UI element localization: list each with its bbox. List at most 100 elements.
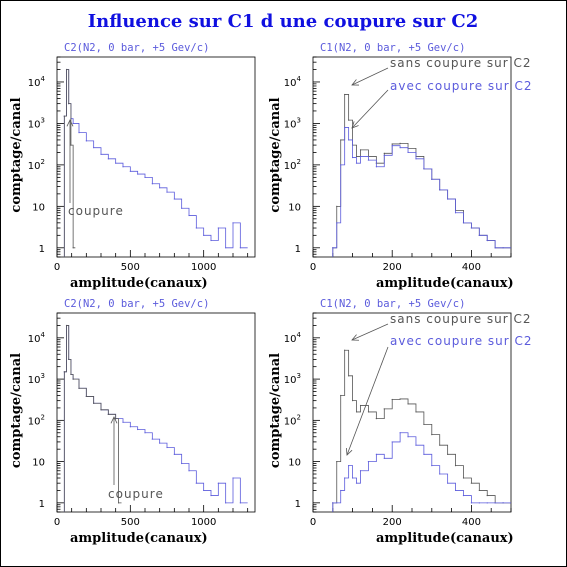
data-point	[225, 502, 227, 504]
data-point	[93, 402, 95, 404]
data-point	[115, 162, 117, 164]
data-point	[415, 158, 417, 160]
data-point	[217, 227, 219, 229]
data-point	[359, 470, 362, 472]
series-line-1	[63, 69, 248, 257]
legend-arrow-2	[351, 89, 389, 129]
data-point	[85, 395, 87, 398]
data-point	[494, 502, 496, 504]
y-axis-label: comptage/canal	[268, 97, 283, 212]
data-point	[383, 457, 385, 459]
data-point	[352, 400, 354, 402]
series-line-2	[332, 432, 511, 512]
data-point	[352, 477, 354, 479]
y-tick-label: 10	[32, 458, 45, 469]
figure-title: Influence sur C1 d une coupure sur C2	[88, 11, 478, 32]
legend-arrow-1	[351, 323, 389, 341]
data-point	[399, 142, 401, 144]
data-point	[359, 404, 362, 407]
data-point	[332, 502, 334, 504]
data-point	[188, 214, 190, 217]
data-point	[144, 432, 146, 434]
data-point	[340, 489, 342, 492]
data-point	[118, 502, 120, 504]
data-point	[478, 502, 480, 504]
data-point	[129, 170, 131, 172]
y-axis-label: comptage/canal	[9, 353, 24, 468]
data-point	[344, 126, 346, 129]
data-point	[447, 482, 449, 484]
y-tick-label: 102	[28, 158, 45, 172]
data-point	[502, 502, 504, 504]
data-point	[494, 247, 496, 249]
data-point	[72, 247, 74, 249]
data-point	[107, 413, 109, 415]
y-tick-label: 1	[39, 499, 45, 510]
data-point	[348, 119, 350, 121]
data-point	[137, 428, 139, 431]
x-tick-label: 0	[54, 517, 60, 528]
data-point	[151, 438, 153, 440]
data-point	[210, 239, 212, 242]
data-point	[70, 373, 72, 375]
data-point	[63, 115, 65, 117]
series-line-2	[332, 127, 511, 257]
y-tick-label: 104	[284, 75, 302, 89]
data-point	[454, 212, 457, 214]
data-point	[129, 426, 131, 428]
data-point	[470, 502, 472, 504]
data-point	[399, 432, 401, 434]
data-point	[415, 411, 417, 413]
data-point	[383, 152, 385, 154]
legend-label-1: sans coupure sur C2	[390, 56, 532, 70]
data-point	[478, 234, 480, 236]
data-point	[355, 482, 358, 484]
panel-title: C1(N2, 0 bar, +5 Gev/c)	[320, 42, 465, 54]
x-axis-label: amplitude(canaux)	[70, 276, 208, 291]
x-axis-label: amplitude(canaux)	[376, 531, 514, 546]
x-tick-label: 200	[383, 262, 402, 273]
y-tick-label: 103	[284, 372, 301, 386]
data-point	[431, 434, 433, 436]
data-point	[391, 143, 393, 145]
panels: C2(N2, 0 bar, +5 Gev/c) 0 500 1000 1 10 102 103…	[9, 42, 533, 546]
data-point	[391, 398, 393, 401]
data-point	[203, 489, 205, 492]
y-tick-label: 104	[284, 331, 302, 345]
data-point	[72, 122, 74, 125]
y-tick-label: 103	[284, 116, 301, 130]
y-tick-label: 102	[28, 413, 45, 427]
legend-label-2: avec coupure sur C2	[390, 79, 533, 93]
data-point	[340, 394, 342, 397]
data-point	[344, 349, 346, 351]
data-point	[217, 482, 219, 484]
x-axis-label: amplitude(canaux)	[376, 276, 514, 291]
legend-arrow-2-head	[345, 447, 353, 456]
data-point	[344, 477, 346, 479]
data-point	[239, 502, 241, 504]
x-tick-label: 1000	[191, 262, 216, 273]
data-point	[355, 162, 358, 164]
data-point	[423, 423, 425, 425]
data-point	[355, 155, 358, 158]
data-point	[93, 147, 95, 149]
coupure-label: coupure	[108, 487, 164, 501]
data-point	[367, 411, 370, 413]
data-point	[486, 239, 488, 242]
x-tick-label: 400	[462, 262, 481, 273]
y-tick-label: 103	[28, 372, 45, 386]
y-tick-label: 10	[32, 202, 45, 213]
series-line-2	[63, 325, 122, 512]
panel-title: C1(N2, 0 bar, +5 Gev/c)	[320, 298, 465, 310]
x-tick-label: 500	[121, 262, 140, 273]
y-axis-label: comptage/canal	[268, 353, 283, 468]
data-point	[210, 494, 212, 497]
data-point	[415, 444, 417, 446]
data-point	[407, 151, 409, 154]
y-tick-label: 102	[284, 413, 301, 427]
panel-title: C2(N2, 0 bar, +5 Gev/c)	[64, 42, 209, 54]
coupure-arrow-head	[110, 416, 118, 424]
x-tick-label: 400	[462, 517, 481, 528]
data-point	[486, 494, 488, 497]
